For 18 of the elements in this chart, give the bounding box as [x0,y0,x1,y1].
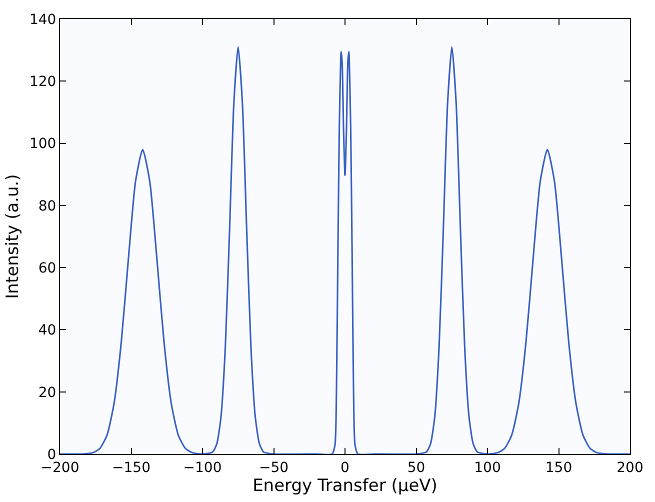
y-tick-label: 140 [29,12,56,28]
x-tick-label: 0 [340,460,350,476]
x-tick-label: 50 [407,460,426,476]
y-tick-label: 40 [38,322,56,339]
x-tick-label: 200 [616,460,644,476]
x-tick-label: −50 [258,460,289,476]
y-axis-title: Intensity (a.u.) [3,174,24,299]
x-axis-title: Energy Transfer (μeV) [252,476,438,496]
x-tick-label: 150 [545,460,572,476]
x-tick-label: −150 [112,460,150,476]
line-series [60,46,630,454]
y-tick-label: 20 [38,384,56,401]
x-tick-label: −100 [183,460,222,476]
y-tick-label: 120 [29,74,56,90]
y-tick-label: 100 [29,136,56,152]
y-tick-label: 80 [38,198,56,214]
x-tick-label: 100 [474,460,501,476]
y-tick-label: 60 [38,260,56,276]
